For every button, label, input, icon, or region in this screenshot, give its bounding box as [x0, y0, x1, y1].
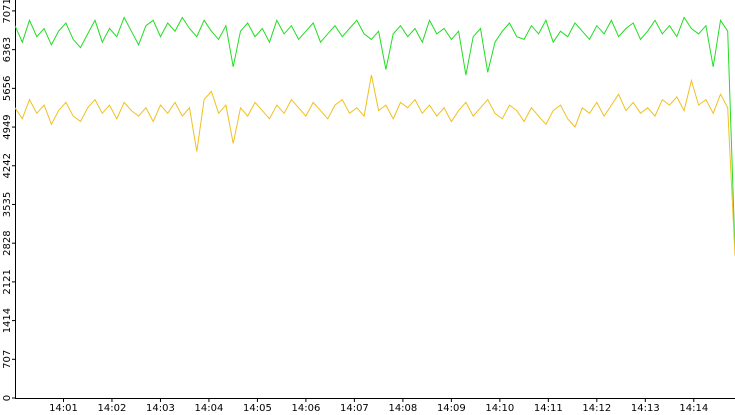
x-tick-label: 14:09	[437, 403, 466, 414]
x-tick-label: 14:06	[291, 403, 320, 414]
x-tick-label: 14:03	[146, 403, 175, 414]
x-tick-label: 14:02	[98, 403, 127, 414]
y-tick-label: 3535	[2, 192, 13, 217]
series-line	[14, 74, 735, 256]
y-tick-label: 4242	[2, 153, 13, 178]
x-tick-label: 14:13	[631, 403, 660, 414]
x-tick-label: 14:10	[485, 403, 514, 414]
x-tick-label: 14:14	[679, 403, 708, 414]
x-tick-label: 14:01	[49, 403, 78, 414]
x-tick-label: 14:11	[534, 403, 563, 414]
y-tick-label: 6363	[2, 37, 13, 62]
x-tick-label: 14:04	[195, 403, 224, 414]
y-tick-label: 2828	[2, 230, 13, 255]
x-tick-label: 14:07	[340, 403, 369, 414]
series-line	[14, 16, 735, 251]
y-tick-label: 0	[2, 395, 13, 401]
y-tick-label: 7071	[2, 0, 13, 24]
y-tick-label: 1414	[2, 308, 13, 333]
y-tick-label: 707	[2, 350, 13, 369]
x-tick-label: 14:12	[582, 403, 611, 414]
x-tick-label: 14:08	[388, 403, 417, 414]
y-tick-label: 2121	[2, 269, 13, 294]
y-tick-label: 4949	[2, 114, 13, 139]
x-tick-label: 14:05	[243, 403, 272, 414]
y-tick-label: 5656	[2, 76, 13, 101]
